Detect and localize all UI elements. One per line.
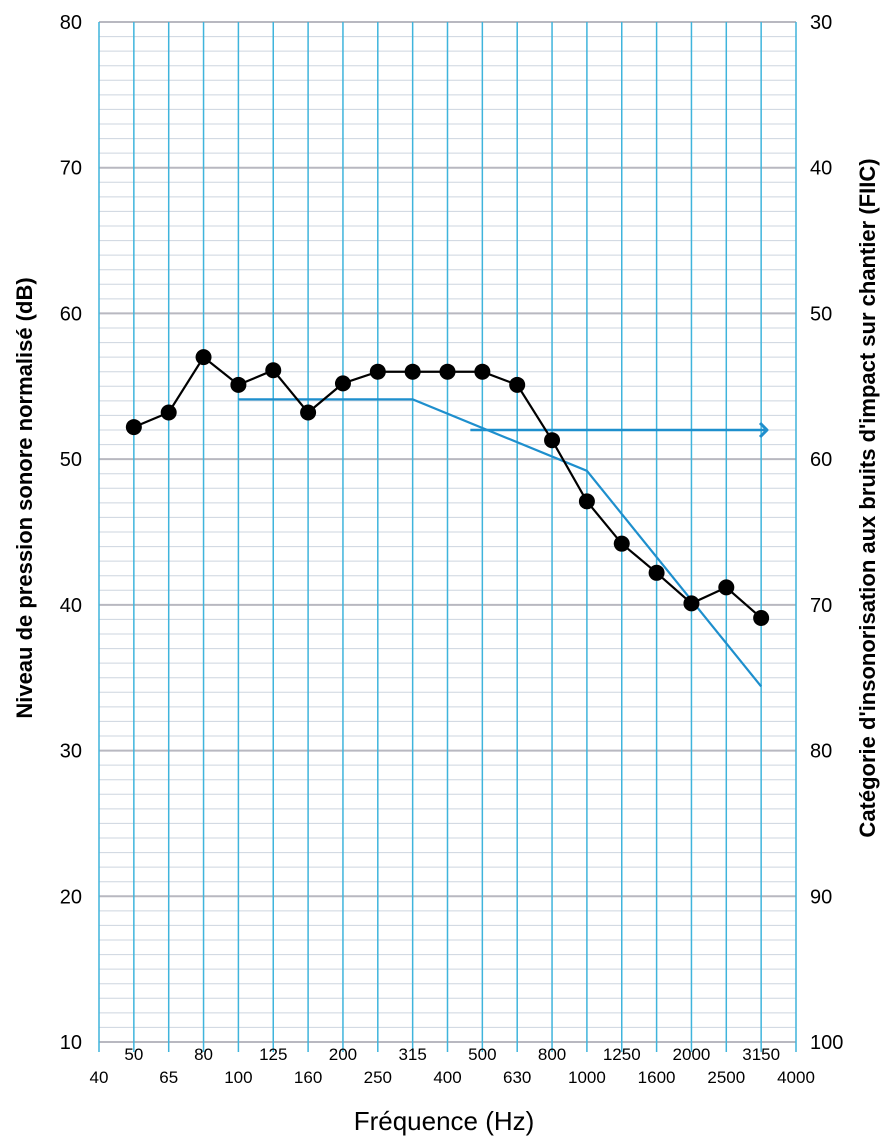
y-tick-label: 60 xyxy=(60,303,82,325)
rating-arrow xyxy=(470,421,769,439)
y-axis-ticks: 10 20 30 40 50 60 70 80 xyxy=(60,12,82,1054)
y-tick-label: 20 xyxy=(60,886,82,908)
x-tick-label: 500 xyxy=(468,1045,496,1064)
data-point xyxy=(474,363,491,380)
x-tick-label: 160 xyxy=(294,1068,322,1087)
y-tick-label: 10 xyxy=(60,1032,82,1054)
data-point xyxy=(160,404,177,421)
data-point xyxy=(334,375,351,392)
data-point xyxy=(265,362,282,379)
y2-tick-label: 100 xyxy=(810,1032,843,1054)
y2-tick-label: 30 xyxy=(810,12,832,34)
data-point xyxy=(439,363,456,380)
x-tick-label: 2500 xyxy=(707,1068,745,1087)
y2-axis-ticks: 100 90 80 70 60 50 40 30 xyxy=(810,12,843,1054)
y2-tick-label: 50 xyxy=(810,303,832,325)
data-point xyxy=(718,579,735,596)
measured-series xyxy=(125,349,770,626)
y2-tick-label: 70 xyxy=(810,595,832,617)
x-tick-label: 125 xyxy=(259,1045,287,1064)
x-axis-title: Fréquence (Hz) xyxy=(354,1106,535,1136)
y-tick-label: 70 xyxy=(60,158,82,180)
vertical-grid xyxy=(98,22,797,1052)
x-axis-ticks: 50 80 125 200 315 500 800 1250 2000 3150 40 65 100 16… xyxy=(90,1045,815,1087)
rating-arrow-head xyxy=(758,421,769,439)
data-point xyxy=(300,404,317,421)
reference-line xyxy=(238,398,763,688)
x-tick-label: 4000 xyxy=(777,1068,815,1087)
x-tick-label: 1000 xyxy=(568,1068,606,1087)
data-point xyxy=(753,609,770,626)
x-tick-label: 80 xyxy=(194,1045,213,1064)
x-tick-label: 50 xyxy=(124,1045,143,1064)
data-point xyxy=(230,376,247,393)
data-point xyxy=(125,419,142,436)
x-tick-label: 400 xyxy=(433,1068,461,1087)
x-tick-label: 65 xyxy=(159,1068,178,1087)
x-tick-label: 40 xyxy=(90,1068,109,1087)
data-point xyxy=(544,432,561,449)
x-tick-label: 315 xyxy=(398,1045,426,1064)
x-tick-label: 630 xyxy=(503,1068,531,1087)
data-point xyxy=(648,564,665,581)
x-tick-label: 100 xyxy=(224,1068,252,1087)
data-point xyxy=(683,595,700,612)
y2-tick-label: 60 xyxy=(810,449,832,471)
y2-tick-label: 80 xyxy=(810,741,832,763)
data-point xyxy=(509,376,526,393)
data-point xyxy=(195,349,212,366)
y2-tick-label: 90 xyxy=(810,886,832,908)
x-tick-label: 800 xyxy=(538,1045,566,1064)
reference-series xyxy=(238,398,763,688)
data-point xyxy=(613,535,630,552)
y-tick-label: 50 xyxy=(60,449,82,471)
data-point xyxy=(369,363,386,380)
y-tick-label: 40 xyxy=(60,595,82,617)
y2-tick-label: 40 xyxy=(810,158,832,180)
x-tick-label: 200 xyxy=(329,1045,357,1064)
x-tick-label: 2000 xyxy=(673,1045,711,1064)
x-tick-label: 3150 xyxy=(742,1045,780,1064)
x-tick-label: 1250 xyxy=(603,1045,641,1064)
y-tick-label: 80 xyxy=(60,12,82,34)
y2-axis-title: Catégorie d'insonorisation aux bruits d'… xyxy=(855,158,880,837)
data-point xyxy=(578,493,595,510)
y-tick-label: 30 xyxy=(60,741,82,763)
x-tick-label: 1600 xyxy=(638,1068,676,1087)
y-axis-title: Niveau de pression sonore normalisé (dB) xyxy=(12,277,37,718)
data-point xyxy=(404,363,421,380)
x-tick-label: 250 xyxy=(364,1068,392,1087)
